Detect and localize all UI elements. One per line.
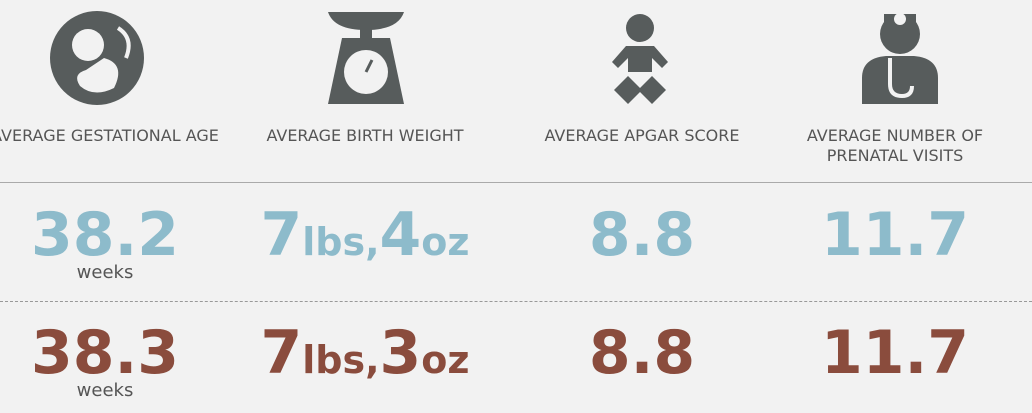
value-unit: oz — [421, 338, 470, 382]
column-label: AVERAGE APGAR SCORE — [544, 126, 740, 145]
column-label: AVERAGE NUMBER OF PRENATAL VISITS — [806, 126, 984, 165]
value-unit-label: weeks — [76, 262, 134, 283]
value: 7lbs,3oz — [215, 318, 515, 395]
column-label: AVERAGE GESTATIONAL AGE — [0, 126, 219, 145]
value: 8.8 — [588, 200, 696, 270]
value: 11.7 — [820, 200, 970, 270]
value: 7lbs,4oz — [215, 200, 515, 277]
doctor-icon — [862, 13, 938, 104]
value-unit-label: weeks — [76, 380, 134, 401]
column-label: AVERAGE BIRTH WEIGHT — [266, 126, 464, 145]
value: 38.2 — [30, 200, 180, 270]
value-number: 4 — [379, 200, 422, 270]
header-separator — [0, 182, 1032, 183]
scale-icon — [328, 12, 404, 104]
baby-icon — [612, 14, 668, 104]
icons — [50, 11, 938, 105]
fetus-icon — [50, 11, 144, 105]
value-number: 3 — [379, 318, 422, 388]
value: 11.7 — [820, 318, 970, 388]
value-unit: oz — [421, 220, 470, 264]
value-number: 7 — [260, 200, 303, 270]
value-unit: lbs, — [302, 338, 380, 382]
value: 8.8 — [588, 318, 696, 388]
value-unit: lbs, — [302, 220, 380, 264]
value: 38.3 — [30, 318, 180, 388]
value-number: 7 — [260, 318, 303, 388]
row-separator — [0, 301, 1032, 302]
